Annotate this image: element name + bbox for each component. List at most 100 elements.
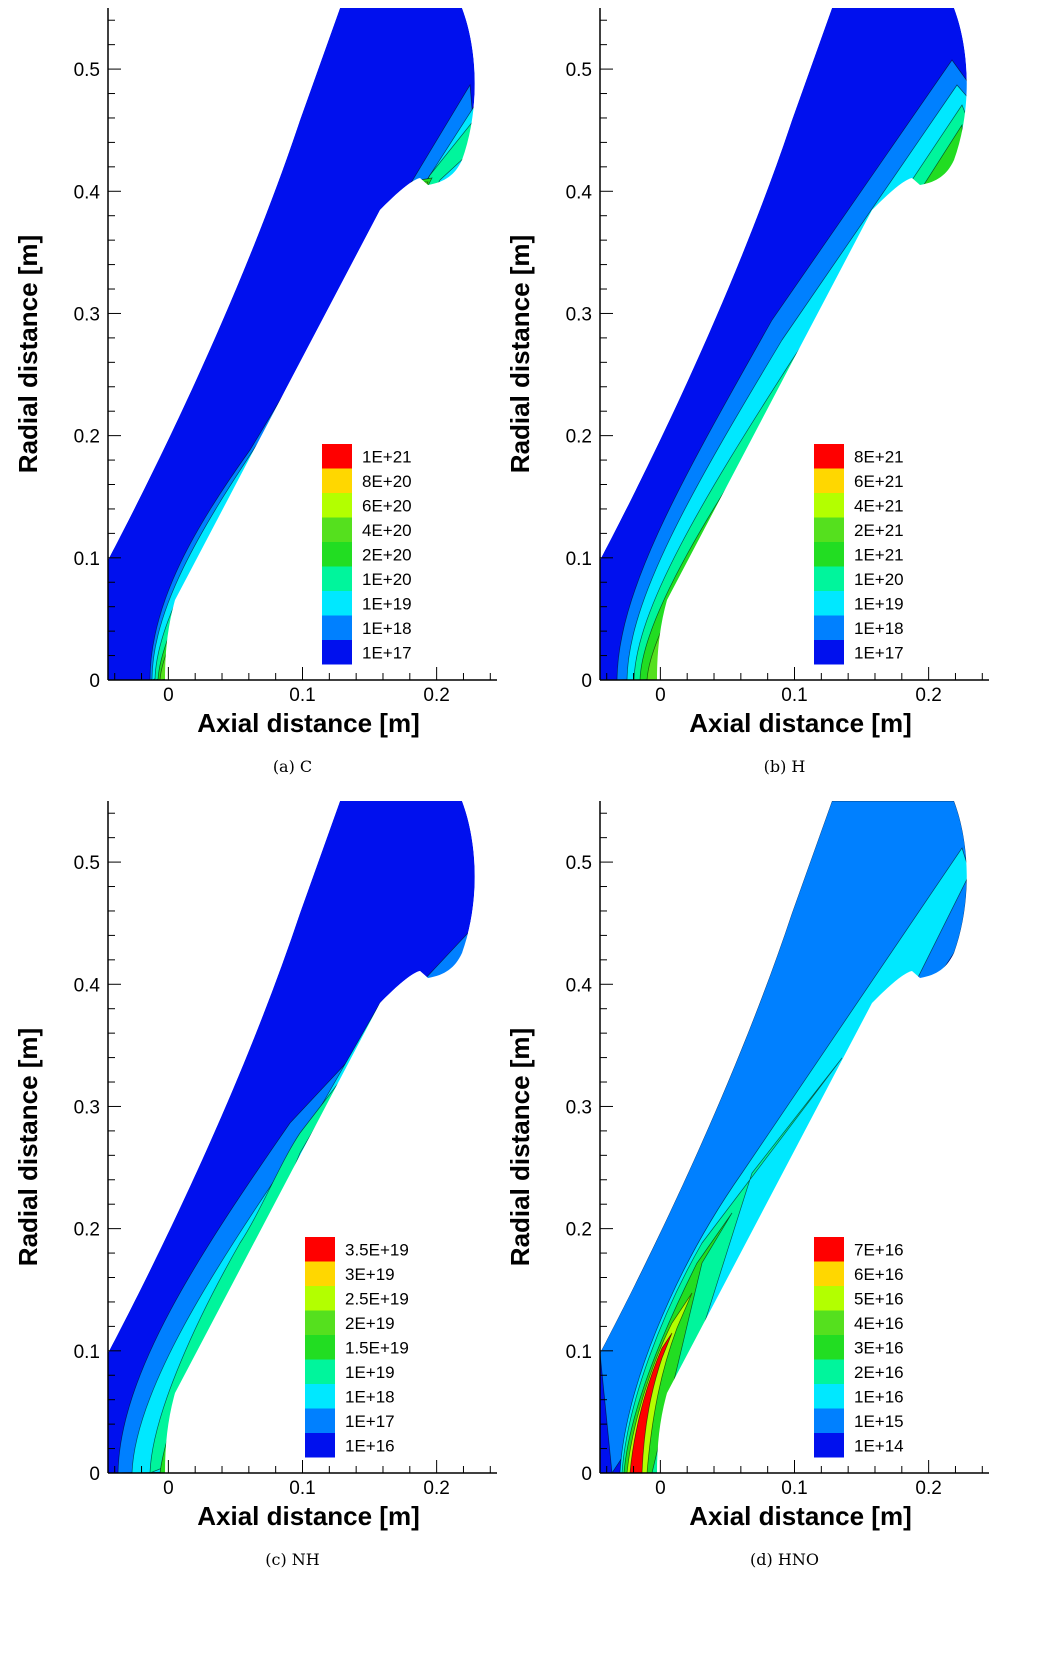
y-tick-label: 0.3 — [74, 304, 100, 325]
legend-swatch — [814, 640, 844, 665]
legend-label: 2E+20 — [362, 545, 412, 564]
legend: 3.5E+19 3E+19 2.5E+19 2E+19 1.5E+19 1E+19 1E+1… — [305, 1237, 409, 1458]
y-axis-title: Radial distance [m] — [13, 1028, 43, 1266]
legend-label: 1E+19 — [854, 594, 904, 613]
x-tick-label: 0.2 — [915, 685, 941, 706]
outflow-region — [462, 8, 497, 160]
legend-label: 1E+17 — [345, 1412, 395, 1431]
legend-swatch — [305, 1433, 335, 1458]
legend-label: 3.5E+19 — [345, 1240, 409, 1259]
legend-swatch — [814, 1310, 844, 1335]
y-tick-label: 0.1 — [566, 549, 592, 570]
legend: 8E+21 6E+21 4E+21 2E+21 1E+21 1E+20 1E+19 1E+18… — [814, 444, 904, 665]
legend-label: 4E+20 — [362, 521, 412, 540]
vehicle-body — [657, 132, 989, 680]
legend-swatch — [814, 1237, 844, 1262]
legend-swatch — [305, 1237, 335, 1262]
legend-label: 6E+21 — [854, 472, 904, 491]
vehicle-body — [165, 132, 497, 680]
legend-label: 1E+15 — [854, 1412, 904, 1431]
contour-field — [108, 801, 497, 1473]
y-tick-label: 0.5 — [74, 60, 100, 81]
legend-label: 4E+16 — [854, 1314, 904, 1333]
legend-label: 1E+16 — [345, 1436, 395, 1455]
outflow-region — [462, 801, 497, 953]
contour-field — [600, 801, 989, 1473]
y-tick-label: 0.4 — [566, 975, 593, 996]
legend-swatch — [322, 517, 352, 542]
legend-label: 1E+20 — [362, 570, 412, 589]
y-tick-label: 0.1 — [74, 549, 100, 570]
legend-label: 1E+19 — [362, 594, 412, 613]
x-tick-label: 0.1 — [289, 685, 315, 706]
legend-swatch — [814, 517, 844, 542]
legend-label: 7E+16 — [854, 1240, 904, 1259]
panel-caption: (c) NH — [265, 1550, 320, 1569]
freestream-region — [600, 801, 832, 1353]
y-tick-label: 0.4 — [566, 182, 593, 203]
legend-swatch — [814, 1335, 844, 1360]
legend-label: 1E+16 — [854, 1387, 904, 1406]
legend-swatch — [814, 615, 844, 640]
legend-label: 1E+18 — [362, 619, 412, 638]
legend-swatch — [305, 1286, 335, 1311]
y-axis-title: Radial distance [m] — [13, 235, 43, 473]
legend-swatch — [814, 591, 844, 616]
y-tick-label: 0.5 — [566, 60, 592, 81]
panel-caption: (d) HNO — [750, 1550, 819, 1569]
y-tick-label: 0.1 — [74, 1342, 100, 1363]
legend-swatch — [322, 493, 352, 518]
legend-label: 6E+20 — [362, 496, 412, 515]
legend-swatch — [814, 1408, 844, 1433]
legend-swatch — [814, 1261, 844, 1286]
y-tick-label: 0.4 — [74, 182, 101, 203]
legend-label: 5E+16 — [854, 1289, 904, 1308]
legend-swatch — [322, 615, 352, 640]
legend-label: 1E+21 — [362, 447, 412, 466]
y-tick-label: 0.3 — [74, 1097, 100, 1118]
contour-field — [600, 8, 989, 680]
x-axis-title: Axial distance [m] — [689, 1501, 912, 1531]
legend-swatch — [814, 493, 844, 518]
legend-swatch — [305, 1359, 335, 1384]
legend-label: 2E+16 — [854, 1363, 904, 1382]
vehicle-body — [165, 925, 497, 1473]
y-axis-title: Radial distance [m] — [505, 235, 535, 473]
legend-label: 2E+19 — [345, 1314, 395, 1333]
x-tick-label: 0 — [655, 1478, 666, 1499]
freestream-region — [600, 8, 832, 560]
x-axis-title: Axial distance [m] — [689, 708, 912, 738]
legend-swatch — [305, 1408, 335, 1433]
x-tick-label: 0.1 — [781, 1478, 807, 1499]
x-tick-label: 0.2 — [423, 1478, 449, 1499]
y-tick-label: 0.3 — [566, 304, 592, 325]
legend-swatch — [322, 640, 352, 665]
legend-label: 4E+21 — [854, 496, 904, 515]
legend-swatch — [305, 1261, 335, 1286]
axes: 0 0.1 0.2 0.3 0.4 0.5 0 0.1 0.2 — [74, 801, 497, 1499]
legend-swatch — [322, 542, 352, 567]
x-tick-label: 0 — [163, 685, 174, 706]
vehicle-body — [657, 925, 989, 1473]
freestream-region — [108, 801, 340, 1353]
legend-label: 1E+20 — [854, 570, 904, 589]
legend-label: 3E+16 — [854, 1338, 904, 1357]
legend-swatch — [814, 1384, 844, 1409]
legend-swatch — [814, 1286, 844, 1311]
legend: 1E+21 8E+20 6E+20 4E+20 2E+20 1E+20 1E+19 1E+18… — [322, 444, 412, 665]
contour-level-fill — [108, 8, 475, 680]
y-tick-label: 0.1 — [566, 1342, 592, 1363]
legend-swatch — [814, 444, 844, 469]
legend-label: 1E+17 — [362, 643, 412, 662]
legend-swatch — [322, 444, 352, 469]
y-tick-label: 0.4 — [74, 975, 101, 996]
y-tick-label: 0.3 — [566, 1097, 592, 1118]
axes: 0 0.1 0.2 0.3 0.4 0.5 0 0.1 0.2 — [566, 801, 989, 1499]
y-tick-label: 0.2 — [566, 427, 592, 448]
x-tick-label: 0.1 — [781, 685, 807, 706]
x-tick-label: 0.1 — [289, 1478, 315, 1499]
legend-label: 6E+16 — [854, 1265, 904, 1284]
legend-label: 8E+20 — [362, 472, 412, 491]
axes: 0 0.1 0.2 0.3 0.4 0.5 0 0.1 0.2 — [74, 8, 497, 706]
